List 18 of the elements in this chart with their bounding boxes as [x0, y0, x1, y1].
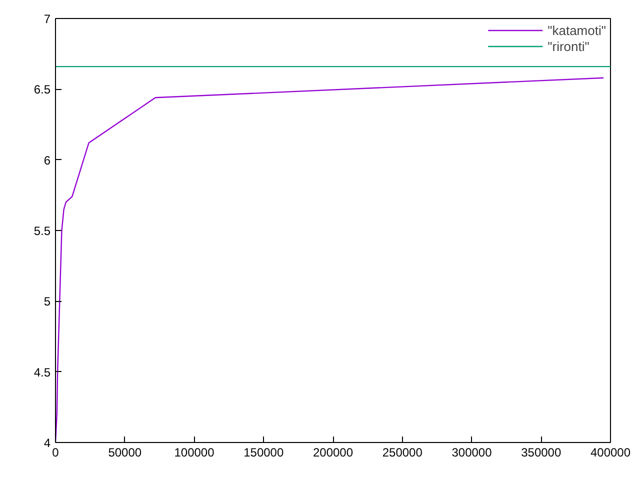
x-tick-label: 0	[52, 446, 60, 460]
y-tick-label: 6.5	[34, 82, 51, 97]
y-tick-label: 4	[44, 436, 51, 450]
y-tick-label: 6	[44, 153, 51, 168]
legend-label: "rironti"	[548, 38, 590, 54]
x-tick-label: 400000	[590, 446, 631, 460]
x-tick-label: 200000	[312, 446, 354, 460]
x-tick-label: 300000	[452, 446, 492, 460]
x-tick-label: 50000	[108, 446, 142, 460]
y-tick-label: 4.5	[34, 365, 51, 380]
x-tick-label: 350000	[521, 446, 562, 460]
y-tick-label: 5.5	[34, 224, 51, 238]
y-tick-label: 7	[44, 12, 51, 26]
x-tick-label: 150000	[244, 446, 284, 460]
x-tick-label: 100000	[174, 446, 215, 460]
y-tick-label: 5	[44, 294, 51, 309]
x-tick-label: 250000	[382, 446, 423, 460]
legend-label: "katamoti"	[548, 22, 606, 38]
